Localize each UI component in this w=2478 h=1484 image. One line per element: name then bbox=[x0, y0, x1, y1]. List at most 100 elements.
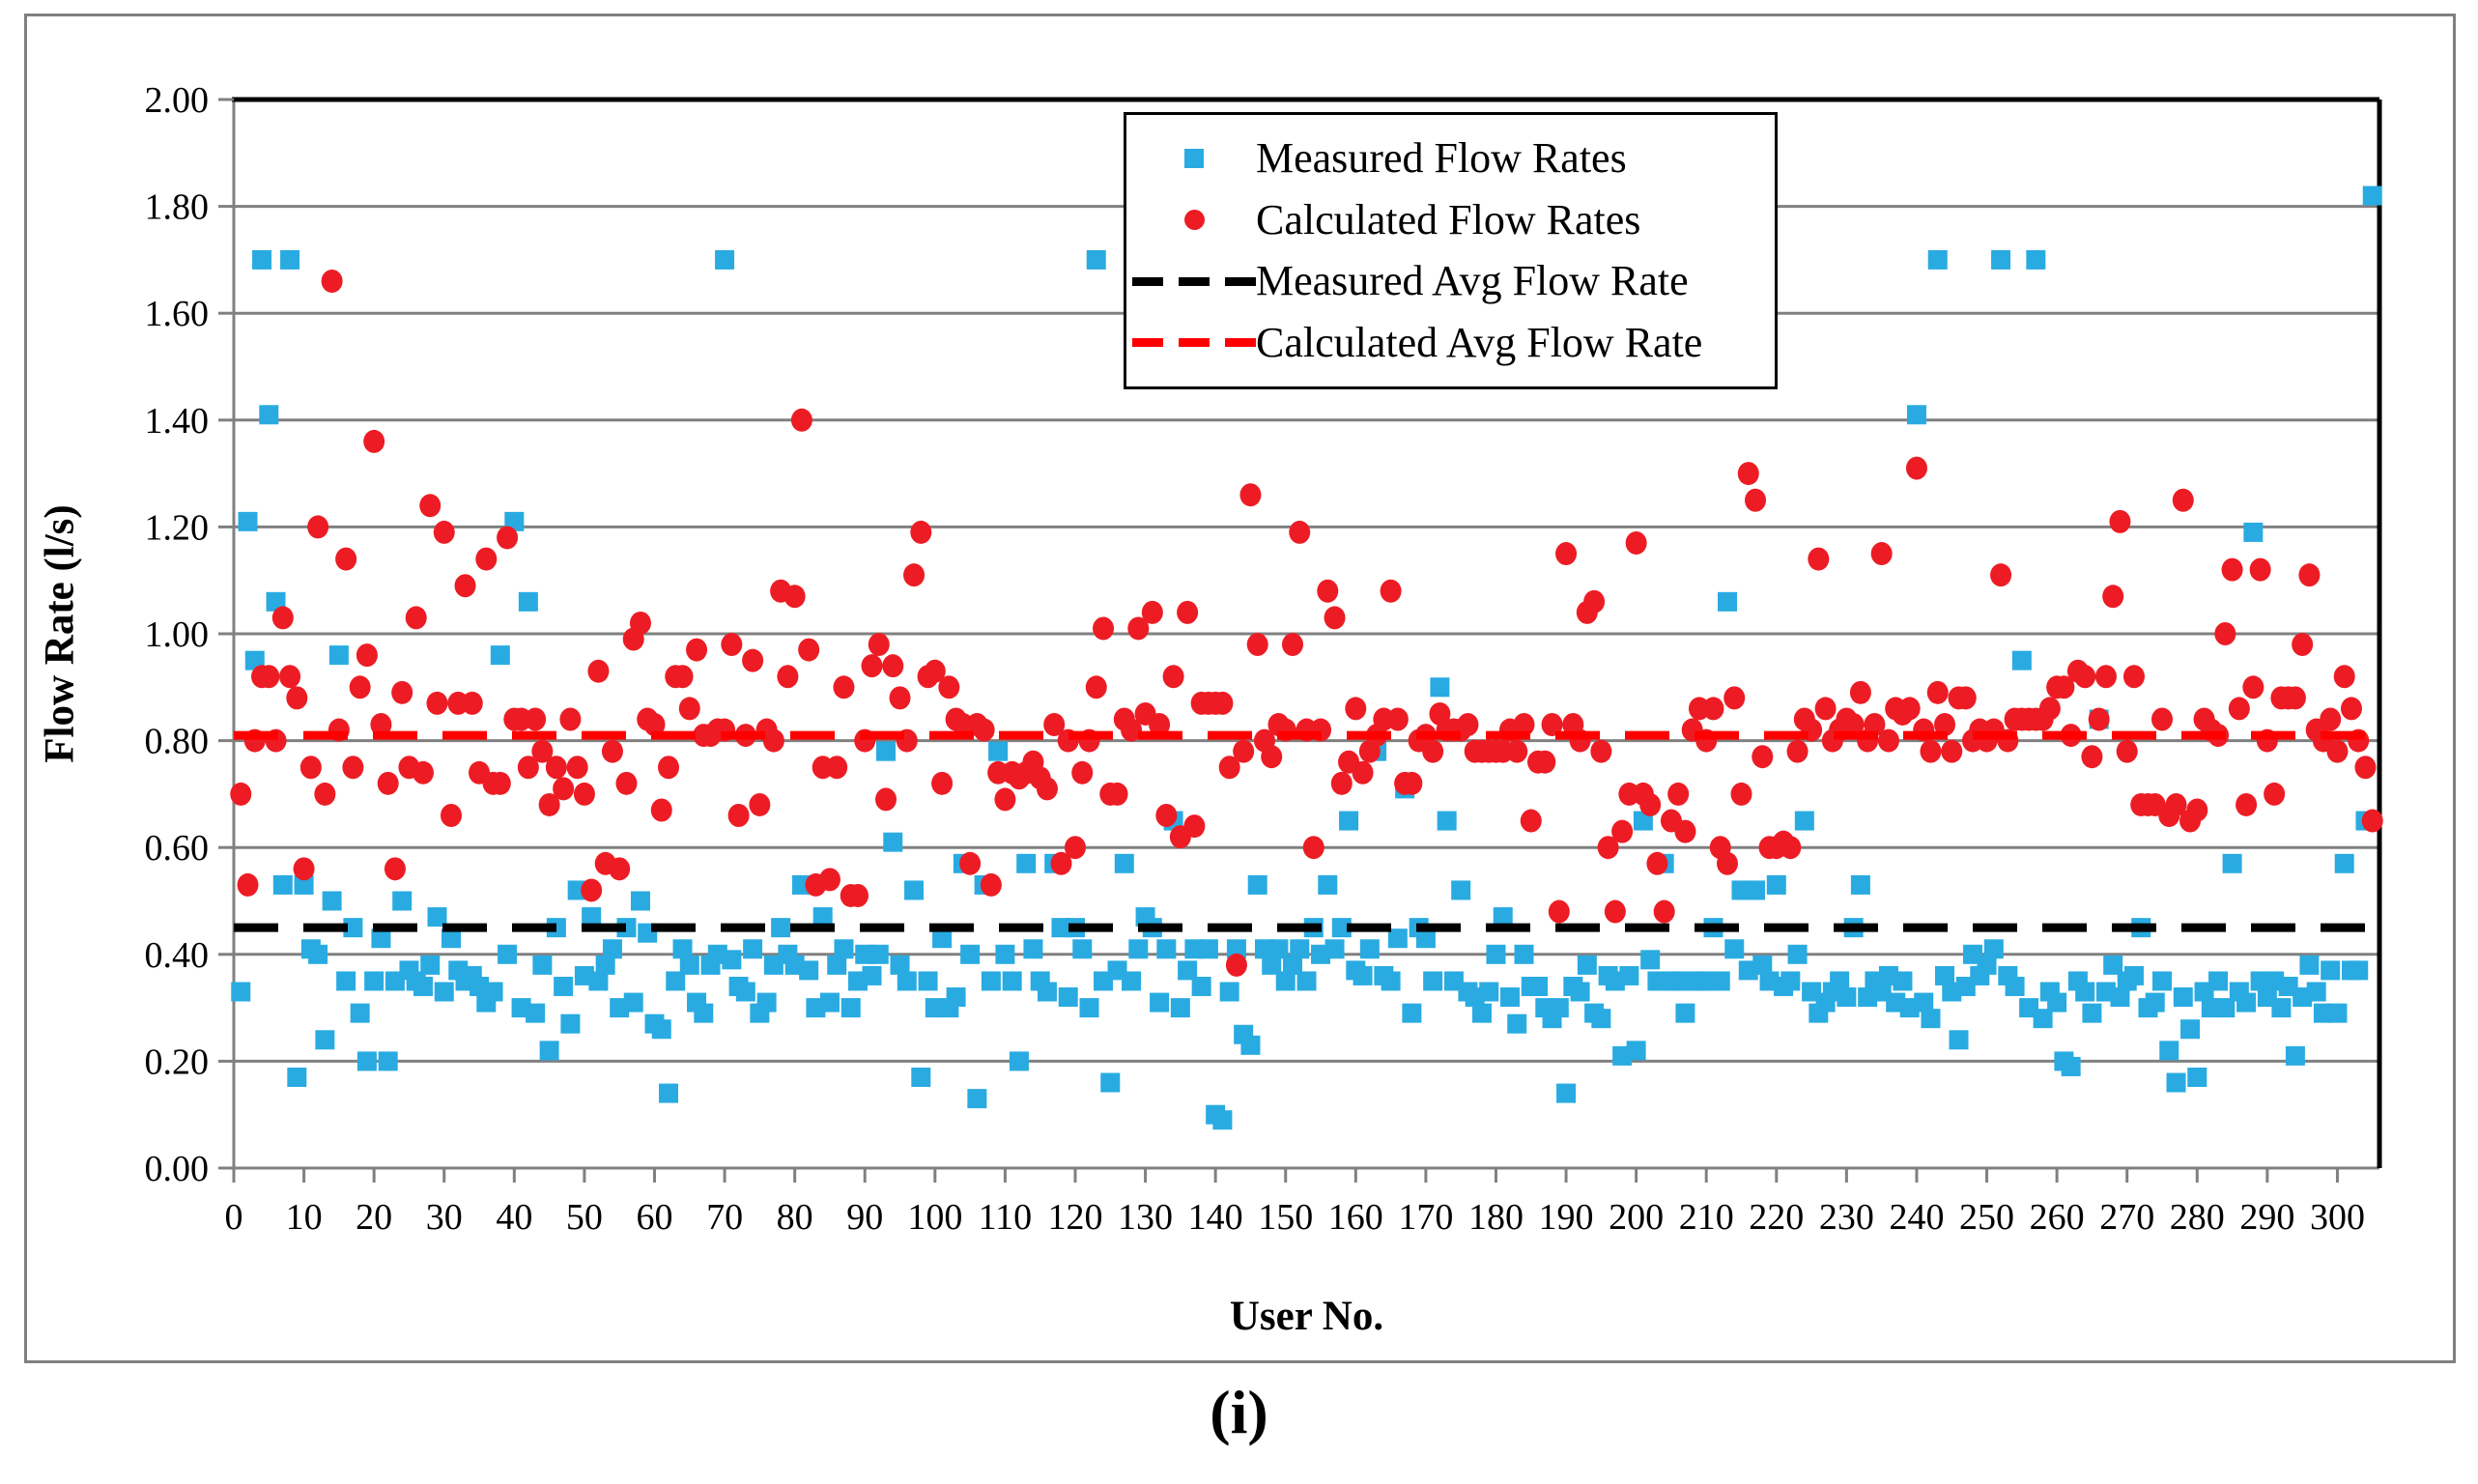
x-tick-label: 130 bbox=[1118, 1197, 1173, 1238]
data-point-measured bbox=[413, 976, 433, 996]
data-point-calculated bbox=[2221, 557, 2243, 582]
data-point-measured bbox=[630, 891, 650, 911]
data-point-calculated bbox=[1877, 728, 1899, 753]
data-point-calculated bbox=[405, 606, 427, 630]
data-point-measured bbox=[1226, 939, 1246, 959]
x-tick-label: 240 bbox=[1889, 1197, 1944, 1238]
data-point-calculated bbox=[2333, 665, 2355, 689]
data-point-calculated bbox=[335, 547, 357, 571]
data-point-measured bbox=[1675, 1003, 1695, 1023]
data-point-measured bbox=[336, 971, 356, 991]
x-tick-label: 100 bbox=[907, 1197, 962, 1238]
data-point-calculated bbox=[1520, 809, 1542, 833]
data-point-calculated bbox=[818, 868, 840, 892]
data-point-calculated bbox=[798, 638, 820, 662]
data-point-measured bbox=[890, 955, 910, 975]
data-point-calculated bbox=[1225, 953, 1247, 977]
data-point-calculated bbox=[237, 872, 259, 897]
data-point-calculated bbox=[1541, 713, 1563, 737]
data-point-calculated bbox=[1926, 680, 1949, 704]
x-tick-label: 270 bbox=[2099, 1197, 2154, 1238]
data-point-measured bbox=[1402, 1003, 1422, 1023]
data-point-calculated bbox=[931, 771, 954, 795]
data-point-calculated bbox=[2150, 707, 2173, 731]
x-tick-label: 80 bbox=[777, 1197, 813, 1238]
data-point-measured bbox=[2173, 987, 2193, 1008]
data-point-calculated bbox=[1905, 456, 1927, 480]
x-tick-label: 140 bbox=[1188, 1197, 1243, 1238]
data-point-measured bbox=[1717, 591, 1737, 612]
data-point-calculated bbox=[1246, 633, 1268, 657]
x-tick-label: 60 bbox=[636, 1197, 672, 1238]
data-point-calculated bbox=[1422, 739, 1444, 763]
data-point-measured bbox=[1128, 939, 1149, 959]
data-point-measured bbox=[560, 1013, 581, 1034]
y-tick-label: 0.80 bbox=[145, 722, 210, 762]
data-point-calculated bbox=[391, 680, 413, 704]
data-point-measured bbox=[2285, 1045, 2305, 1066]
data-point-calculated bbox=[1702, 697, 1724, 721]
data-point-calculated bbox=[271, 606, 294, 630]
data-point-measured bbox=[2005, 976, 2025, 996]
data-point-calculated bbox=[1674, 819, 1696, 843]
data-point-measured bbox=[2166, 1072, 2186, 1093]
data-point-measured bbox=[1282, 955, 1302, 975]
data-point-measured bbox=[911, 1067, 931, 1087]
chart-legend: Measured Flow Rates Calculated Flow Rate… bbox=[1124, 112, 1778, 389]
data-point-measured bbox=[1927, 249, 1948, 270]
data-point-measured bbox=[1381, 971, 1401, 991]
data-point-calculated bbox=[1352, 760, 1374, 785]
y-tick-label: 0.00 bbox=[145, 1149, 210, 1189]
data-point-calculated bbox=[749, 792, 771, 816]
data-point-calculated bbox=[545, 756, 567, 780]
data-point-measured bbox=[1850, 874, 1870, 895]
data-point-calculated bbox=[678, 697, 700, 721]
legend-label: Measured Flow Rates bbox=[1256, 134, 1627, 183]
data-point-measured bbox=[1359, 939, 1380, 959]
data-point-calculated bbox=[581, 878, 603, 902]
data-point-calculated bbox=[1898, 697, 1921, 721]
data-point-measured bbox=[1570, 982, 1590, 1002]
data-point-calculated bbox=[2165, 792, 2187, 816]
y-tick-label: 0.60 bbox=[145, 828, 210, 869]
data-point-measured bbox=[1640, 950, 1661, 970]
data-point-measured bbox=[1591, 1009, 1611, 1029]
data-point-measured bbox=[2215, 998, 2236, 1018]
y-tick-label: 0.20 bbox=[145, 1042, 210, 1082]
data-point-calculated bbox=[959, 851, 982, 875]
data-point-measured bbox=[539, 1041, 559, 1061]
x-tick-labels: 0 10 20 30 40 50 60 70 80 90 100 110 120 130 140 150 160… bbox=[225, 1168, 2365, 1238]
data-point-measured bbox=[322, 891, 342, 911]
data-point-calculated bbox=[1730, 782, 1752, 806]
data-point-calculated bbox=[1870, 542, 1893, 566]
data-point-calculated bbox=[1380, 579, 1402, 603]
data-point-measured bbox=[1100, 1072, 1121, 1093]
data-point-calculated bbox=[875, 787, 897, 812]
data-point-measured bbox=[1240, 1035, 1261, 1055]
data-point-measured bbox=[988, 741, 1009, 761]
data-point-calculated bbox=[658, 756, 680, 780]
data-point-calculated bbox=[1324, 606, 1346, 630]
data-point-measured bbox=[441, 928, 462, 949]
data-point-calculated bbox=[1667, 782, 1690, 806]
data-point-measured bbox=[1451, 880, 1471, 900]
data-point-measured bbox=[1114, 853, 1134, 873]
data-point-measured bbox=[1493, 907, 1513, 928]
x-tick-label: 70 bbox=[706, 1197, 743, 1238]
data-point-measured bbox=[490, 645, 510, 666]
calculated-flow-marker-icon bbox=[1132, 210, 1256, 231]
data-point-calculated bbox=[727, 804, 750, 828]
x-tick-label: 210 bbox=[1679, 1197, 1734, 1238]
data-point-calculated bbox=[286, 686, 308, 710]
data-point-calculated bbox=[1050, 851, 1072, 875]
x-tick-label: 20 bbox=[356, 1197, 392, 1238]
x-tick-label: 40 bbox=[496, 1197, 532, 1238]
data-point-measured bbox=[294, 874, 314, 895]
calculated-avg-dash-icon bbox=[1132, 338, 1256, 348]
legend-label: Calculated Avg Flow Rate bbox=[1256, 318, 1703, 366]
data-point-measured bbox=[1150, 992, 1170, 1013]
data-point-measured bbox=[1275, 971, 1296, 991]
data-point-calculated bbox=[2094, 665, 2117, 689]
data-point-calculated bbox=[1149, 713, 1171, 737]
x-axis-title: User No. bbox=[1229, 1294, 1384, 1339]
